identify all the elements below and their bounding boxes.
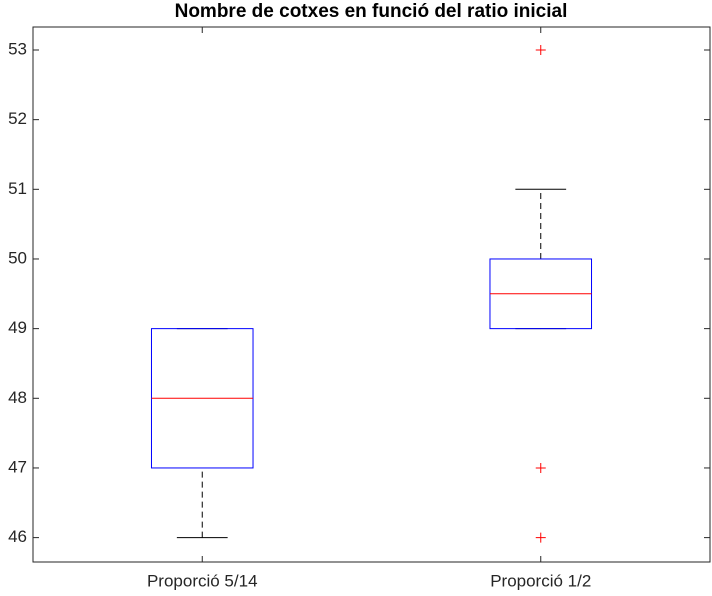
y-tick-label: 53 xyxy=(8,39,27,58)
y-tick-label: 50 xyxy=(8,248,27,267)
chart-title: Nombre de cotxes en funció del ratio ini… xyxy=(175,1,568,22)
x-tick-label: Proporció 5/14 xyxy=(147,571,258,590)
y-tick-label: 47 xyxy=(8,457,27,476)
y-tick-label: 52 xyxy=(8,109,27,128)
y-tick-label: 46 xyxy=(8,527,27,546)
outlier xyxy=(535,532,546,543)
x-tick-label: Proporció 1/2 xyxy=(490,571,591,590)
plot-frame xyxy=(32,26,711,563)
outlier xyxy=(535,462,546,473)
y-tick-label: 49 xyxy=(8,318,27,337)
outlier xyxy=(535,44,546,55)
y-tick-label: 51 xyxy=(8,179,27,198)
y-tick-label: 48 xyxy=(8,388,27,407)
